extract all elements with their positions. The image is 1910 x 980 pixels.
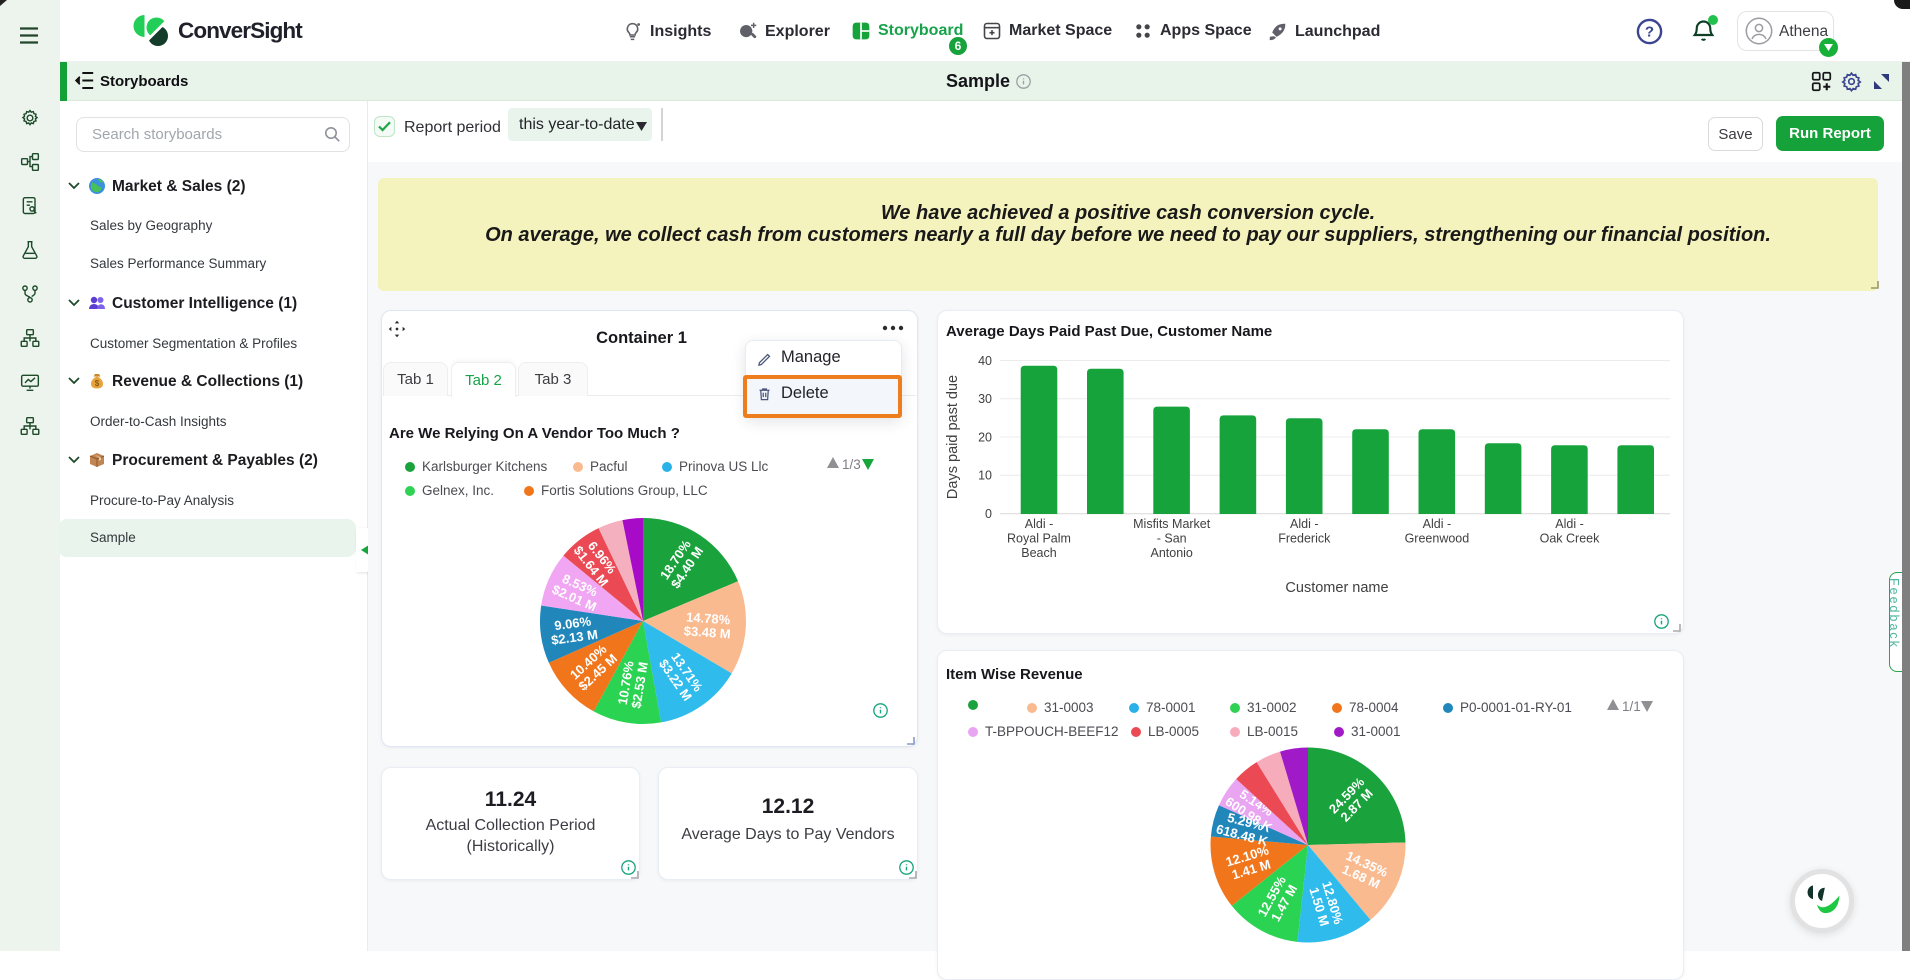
svg-text:$2.53 M: $2.53 M [628, 661, 650, 710]
svg-text:Aldi -: Aldi - [1555, 517, 1583, 531]
svg-text:10.76%: 10.76% [615, 659, 637, 705]
svg-text:10: 10 [978, 469, 992, 483]
svg-text:Customer name: Customer name [1285, 580, 1388, 596]
svg-text:Aldi -: Aldi - [1025, 517, 1053, 531]
svg-text:Misfits Market: Misfits Market [1133, 517, 1211, 531]
svg-text:20: 20 [978, 431, 992, 445]
svg-text:9.06%: 9.06% [553, 613, 592, 633]
svg-text:0: 0 [985, 507, 992, 521]
svg-text:Days paid past due: Days paid past due [945, 375, 961, 499]
svg-text:- San: - San [1157, 532, 1187, 546]
svg-text:30: 30 [978, 392, 992, 406]
svg-text:Frederick: Frederick [1278, 532, 1331, 546]
svg-text:$2.13 M: $2.13 M [550, 627, 599, 648]
svg-text:Antonio: Antonio [1150, 546, 1192, 560]
svg-text:?: ? [1645, 24, 1654, 41]
svg-text:Greenwood: Greenwood [1405, 532, 1470, 546]
svg-text:40: 40 [978, 354, 992, 368]
svg-text:Aldi -: Aldi - [1290, 517, 1318, 531]
svg-text:Royal Palm: Royal Palm [1007, 532, 1071, 546]
svg-text:Aldi -: Aldi - [1423, 517, 1451, 531]
svg-text:$3.48 M: $3.48 M [683, 623, 731, 641]
svg-text:14.78%: 14.78% [686, 609, 731, 627]
svg-text:$: $ [95, 379, 100, 388]
svg-text:Beach: Beach [1021, 546, 1056, 560]
svg-text:Oak Creek: Oak Creek [1540, 532, 1600, 546]
